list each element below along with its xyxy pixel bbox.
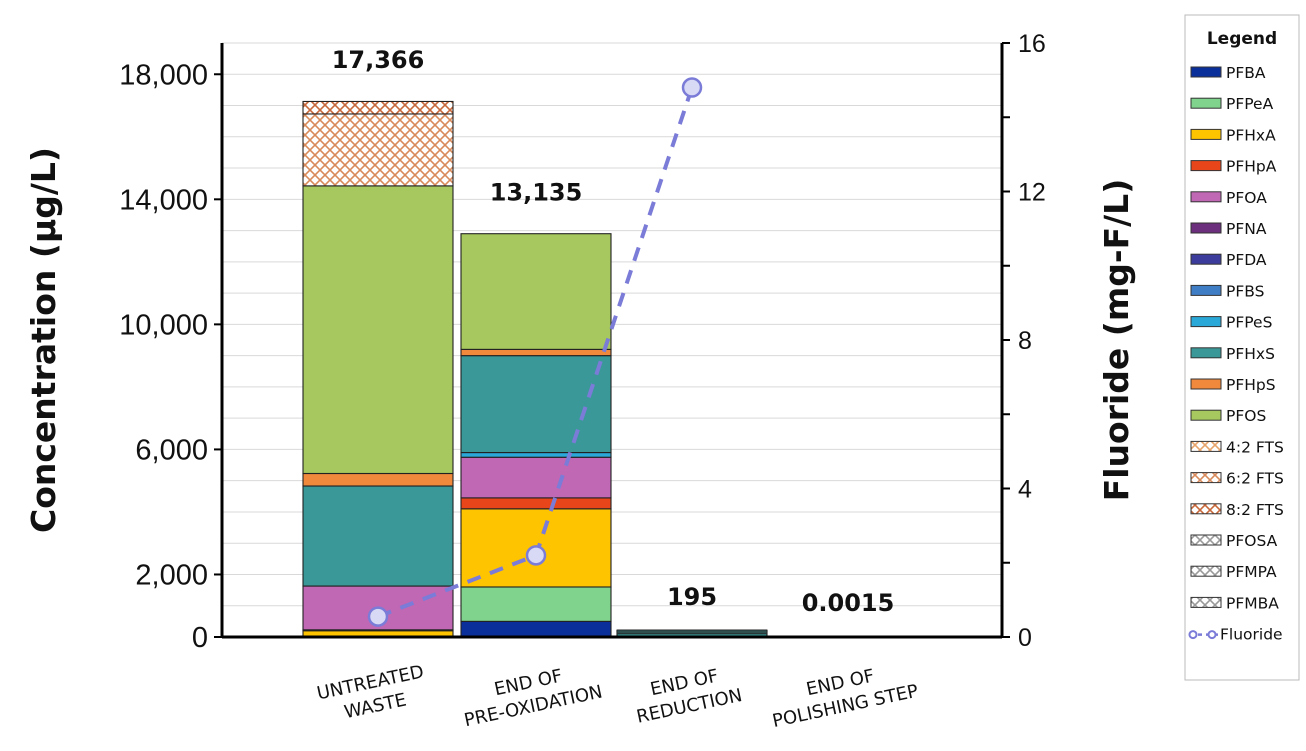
legend-label: PFBS [1226,282,1264,300]
legend-fluoride-marker [1207,630,1217,640]
legend-swatch [1190,316,1222,328]
legend-label: PFPeS [1226,314,1272,332]
legend-swatch [1190,284,1222,296]
legend-swatch [1190,160,1222,172]
legend-label: PFMBA [1226,594,1279,612]
bar-segment-pfpea [460,586,612,622]
legend-swatch [1190,596,1222,608]
legend-label: PFHpS [1226,376,1276,394]
bar-segment-pfba [460,620,612,638]
legend-swatch [1190,472,1222,484]
y2-axis-label: Fluoride (mg-F/L) [1097,179,1136,502]
bar-cap [616,629,768,635]
y-tick-label: 18,000 [119,59,208,91]
fluoride-line-layer [367,77,703,627]
legend-label: PFHxA [1226,126,1276,144]
legend-swatch [1190,66,1222,78]
y2-tick-label: 8 [1018,327,1032,355]
legend-swatch [1190,565,1222,577]
legend-swatch [1190,440,1222,452]
legend-label: PFHpA [1226,158,1277,176]
legend: Legend PFBAPFPeAPFHxAPFHpAPFOAPFNAPFDAPF… [1184,14,1300,681]
bar-segment-pfpes [460,451,612,458]
legend-label: PFOA [1226,189,1267,207]
bar-total-label: 13,135 [490,178,583,206]
y-tick-label: 2,000 [135,559,208,591]
legend-fluoride-marker [1188,630,1198,640]
bar-segment-pfhps [460,348,612,357]
y2-tick-label: 16 [1018,30,1046,58]
legend-label: 4:2 FTS [1226,438,1284,456]
legend-items: PFBA PFPeA PFHxA PFHpA PFOA PFNA PFDA PFBS PFPeS… [1188,64,1284,644]
legend-label: 8:2 FTS [1226,501,1284,519]
y2-tick-label: 0 [1018,624,1032,652]
y-tick-label: 0 [192,622,208,654]
legend-label: PFMPA [1226,563,1277,581]
bar-segment-pfhpa [460,497,612,510]
bar-segment-6-2-fts [302,113,454,187]
bar-total-label: 195 [667,583,717,611]
legend-label: PFHxS [1226,345,1275,363]
y-tick-label: 6,000 [135,434,208,466]
legend-swatch [1190,128,1222,140]
legend-swatch [1190,503,1222,515]
y-tick-label: 10,000 [119,309,208,341]
bar-segment-pfos [460,233,612,350]
legend-swatch [1190,97,1222,109]
legend-swatch [1190,191,1222,203]
axes-layer: 0 2,000 6,000 10,000 14,000 18,000 0 4 8 12 16 [119,30,1046,654]
legend-label: PFPeA [1226,95,1274,113]
legend-swatch [1190,347,1222,359]
fluoride-point [525,545,547,566]
bar-segment-pfhxs [302,485,454,587]
fluoride-point [681,77,703,98]
legend-label: 6:2 FTS [1226,470,1284,488]
bar-total-label: 0.0015 [802,589,895,617]
y2-tick-label: 4 [1018,476,1032,504]
bar-segment-pfos [302,185,454,475]
legend-label: PFBA [1226,64,1266,82]
bar-segment-8-2-fts [302,100,454,115]
legend-swatch [1190,253,1222,265]
y-axis-label: Concentration (µg/L) [24,147,63,533]
legend-swatch [1190,409,1222,421]
legend-swatch [1190,222,1222,234]
legend-label: PFOSA [1226,532,1278,550]
legend-label: Fluoride [1220,626,1283,644]
bar-total-label: 17,366 [332,46,425,74]
bar-segment-pfoa [460,456,612,499]
y-tick-label: 14,000 [119,184,208,216]
legend-label: PFOS [1226,407,1266,425]
bar-segment-pfhps [302,472,454,487]
legend-label: PFDA [1226,251,1267,269]
legend-label: PFNA [1226,220,1267,238]
legend-swatch [1190,534,1222,546]
legend-title: Legend [1207,29,1277,49]
y2-tick-label: 12 [1018,179,1046,207]
legend-swatch [1190,378,1222,390]
bars-layer [302,100,924,638]
fluoride-point [367,606,389,627]
bar-segment-pfhxs [460,355,612,454]
